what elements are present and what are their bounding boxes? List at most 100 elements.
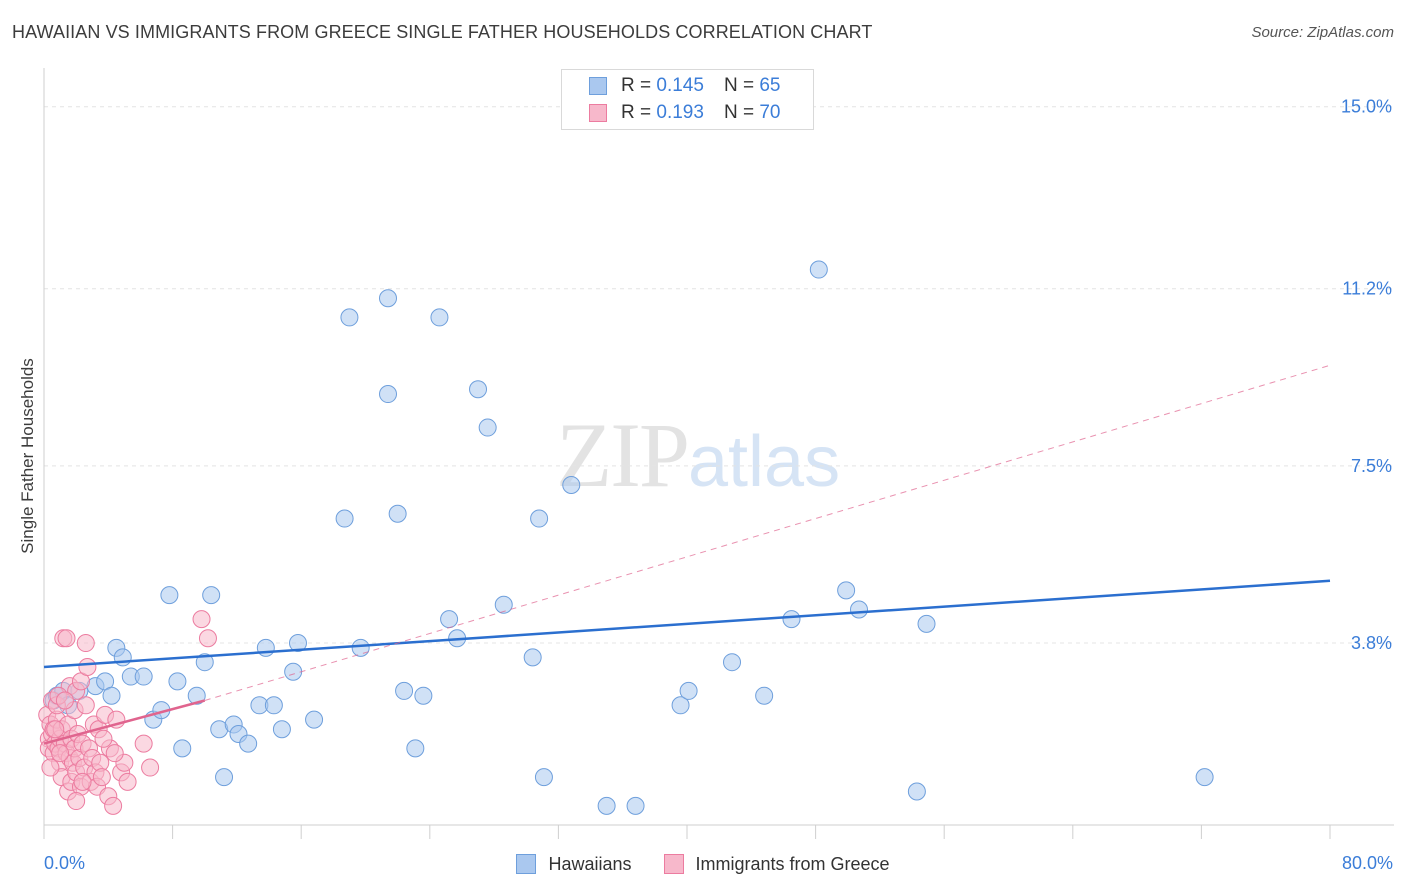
hawaiians-point [113,648,132,667]
n-value: 65 [759,75,781,96]
hawaiians-point [1195,768,1214,787]
legend-item-hawaiians: Hawaiians [516,853,632,875]
greece-point [104,796,123,815]
x-tick-label: 80.0% [1342,853,1393,873]
r-label: R = [621,75,652,96]
greece-point [118,772,137,791]
n-label: N = [723,75,755,96]
hawaiians-point [272,720,291,739]
hawaiians-point [335,509,354,528]
hawaiians-point [626,796,645,815]
greece-point [57,629,76,648]
hawaiians-point [530,509,549,528]
r-value: 0.145 [656,75,704,96]
y-tick-label: 15.0% [1341,97,1392,117]
hawaiians-point [379,385,398,404]
y-axis-label: Single Father Households [18,358,37,554]
hawaiians-point [256,638,275,657]
greece-trend-line-dashed [204,364,1331,701]
hawaiians-point [173,739,192,758]
hawaiians-point [202,586,221,605]
hawaiians-point [837,581,856,600]
stats-row-hawaiians: R = 0.145 N = 65 [589,75,780,97]
hawaiians-point [406,739,425,758]
greece-legend-swatch [663,854,684,874]
r-label: R = [621,102,652,123]
hawaiians-point [288,634,307,653]
n-value: 70 [759,102,781,123]
hawaiians-point [340,308,359,327]
hawaiians-point [187,686,206,705]
source-label: Source: ZipAtlas.com [1251,24,1394,41]
stats-legend: R = 0.145 N = 65 R = 0.193 N = 70 [561,69,814,130]
greece-point [55,691,74,710]
hawaiians-point [264,696,283,715]
greece-point [78,657,97,676]
greece-point [41,758,60,777]
greece-swatch [589,104,607,122]
greece-point [76,696,95,715]
greece-point [105,744,124,763]
greece-trend-line [43,699,206,745]
hawaiians-point [351,638,370,657]
bottom-legend: Hawaiians Immigrants from Greece [0,852,1406,876]
greece-point [141,758,160,777]
hawaiians-point [597,796,616,815]
hawaiians-point [284,662,303,681]
hawaiians-point [907,782,926,801]
hawaiians-point [430,308,449,327]
hawaiians-point [239,734,258,753]
hawaiians-point [388,504,407,523]
hawaiians-point [809,260,828,279]
hawaiians-point [782,610,801,629]
chart-title: HAWAIIAN VS IMMIGRANTS FROM GREECE SINGL… [12,22,873,42]
hawaiians-point [168,672,187,691]
hawaiians-point [102,686,121,705]
hawaiians-point [215,768,234,787]
hawaiians-point [679,681,698,700]
hawaiians-point [917,614,936,633]
hawaiians-point [671,696,690,715]
greece-point [198,629,217,648]
hawaiians-legend-swatch [516,854,537,874]
hawaiians-point [523,648,542,667]
hawaiians-point [478,418,497,437]
r-value: 0.193 [656,102,704,123]
stats-row-greece: R = 0.193 N = 70 [589,102,780,124]
legend-label-greece: Immigrants from Greece [695,853,890,874]
greece-point [92,768,111,787]
hawaiians-point [562,476,581,495]
x-tick-label: 0.0% [44,853,85,873]
hawaiians-point [395,681,414,700]
y-tick-label: 11.2% [1342,279,1392,299]
hawaiians-point [160,586,179,605]
greece-point [134,734,153,753]
hawaiians-point [440,610,459,629]
hawaiians-point [379,289,398,308]
watermark-atlas: atlas [688,422,841,502]
legend-item-greece: Immigrants from Greece [663,853,890,875]
greece-point [46,720,65,739]
greece-point [51,744,70,763]
hawaiians-point [195,653,214,672]
hawaiians-trend-line [43,579,1331,669]
hawaiians-swatch [589,77,607,95]
greece-point [76,634,95,653]
hawaiians-point [534,768,553,787]
greece-point [94,729,113,748]
legend-label-hawaiians: Hawaiians [548,853,632,874]
hawaiians-point [755,686,774,705]
hawaiians-point [723,653,742,672]
hawaiians-point [494,595,513,614]
hawaiians-point [469,380,488,399]
y-tick-label: 3.8% [1351,633,1392,653]
hawaiians-point [850,600,869,619]
y-tick-label: 7.5% [1351,456,1392,476]
hawaiians-point [414,686,433,705]
hawaiians-point [134,667,153,686]
greece-point [67,792,86,811]
hawaiians-point [305,710,324,729]
greece-point [73,772,92,791]
greece-point [192,610,211,629]
